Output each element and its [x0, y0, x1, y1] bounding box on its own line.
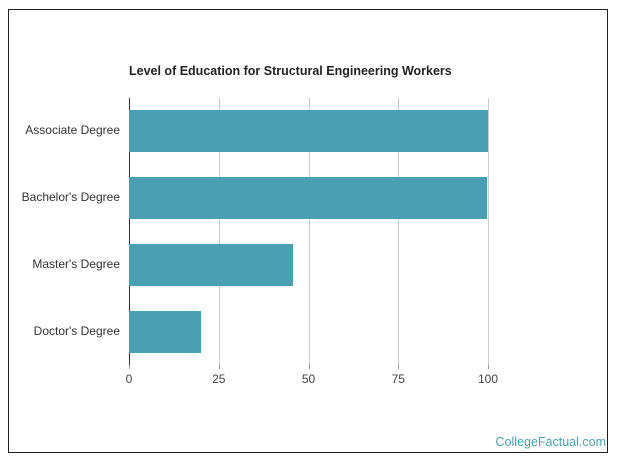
x-tick-mark [308, 365, 310, 369]
bar[interactable] [129, 310, 201, 353]
bar[interactable] [129, 110, 488, 153]
x-tick-label: 100 [477, 372, 499, 386]
plot-area [129, 98, 489, 365]
chart-frame [8, 9, 608, 453]
y-category-label: Doctor's Degree [33, 323, 120, 338]
gridline [488, 98, 489, 365]
x-tick-mark [398, 365, 400, 369]
x-tick-label: 25 [212, 372, 226, 386]
x-tick-label: 0 [125, 372, 133, 386]
x-tick-mark [218, 365, 220, 369]
y-axis-line [129, 98, 130, 365]
y-category-label: Associate Degree [25, 123, 120, 138]
gridline [308, 98, 310, 365]
x-tick-label: 50 [301, 372, 316, 386]
y-category-label: Bachelor's Degree [21, 190, 120, 205]
x-tick-mark [129, 365, 130, 369]
x-tick-label: 75 [391, 372, 405, 386]
chart-title: Level of Education for Structural Engine… [129, 64, 452, 78]
bar[interactable] [129, 243, 294, 286]
bar[interactable] [129, 177, 487, 220]
gridline [398, 98, 400, 365]
source-credit-link[interactable]: CollegeFactual.com [495, 435, 606, 449]
y-category-label: Master's Degree [32, 256, 120, 271]
gridline [218, 98, 220, 365]
x-tick-mark [488, 365, 489, 369]
